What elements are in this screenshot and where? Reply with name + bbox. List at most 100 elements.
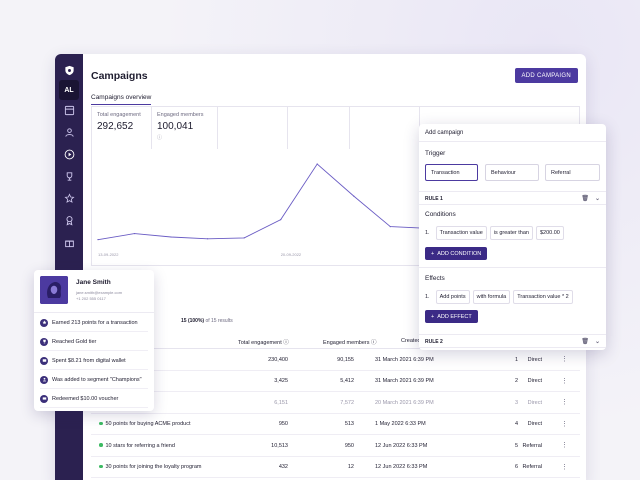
condition-value[interactable]: $200.00 [535, 226, 564, 240]
campaign-name[interactable]: 50 points for buying ACME product [99, 421, 191, 427]
divider [34, 312, 154, 313]
effect-action[interactable]: Add points [435, 290, 470, 304]
users-icon [40, 375, 48, 384]
condition-number: 1. [425, 230, 430, 236]
avatar [40, 276, 68, 304]
engagement-value: 432 [278, 464, 288, 470]
engagement-value: 950 [278, 421, 288, 427]
add-campaign-button[interactable]: ADD CAMPAIGN [514, 68, 578, 83]
engagement-value: 10,513 [271, 442, 288, 449]
members-value: 513 [344, 421, 354, 427]
effect-mode[interactable]: with formula [472, 290, 511, 304]
rule-2-label: RULE 2 [425, 339, 443, 345]
star-icon[interactable] [59, 188, 79, 208]
trigger-value: Direct [527, 378, 542, 384]
th-created-on[interactable]: Created o [401, 338, 426, 344]
members-value: 5,412 [340, 378, 354, 384]
data-point [280, 219, 282, 221]
condition-operator[interactable]: is greater than [489, 226, 533, 240]
more-icon[interactable]: ⋮ [561, 442, 568, 449]
activity-text: Was added to segment "Champions" [52, 376, 142, 383]
engagement-value: 230,400 [268, 356, 288, 363]
profile-phone: +1 202 555 0117 [76, 296, 106, 301]
star-icon [40, 318, 48, 327]
trigger-behaviour[interactable]: Behaviour [485, 164, 539, 181]
stat-value: 292,652 [97, 121, 134, 132]
engagement-value: 6,151 [274, 399, 288, 406]
x-tick-label: 13-09-2022 [98, 252, 119, 257]
user-avatar[interactable]: AL [59, 80, 79, 100]
stat-label: Engaged members [157, 112, 204, 118]
more-icon[interactable]: ⋮ [561, 463, 568, 471]
add-effect-button[interactable]: + ADD EFFECT [425, 310, 478, 323]
trash-icon[interactable]: 🗑 [581, 339, 589, 345]
trophy-icon[interactable] [59, 166, 79, 186]
priority-value: 4 [515, 421, 519, 427]
x-tick-label: 20-09-2022 [281, 252, 302, 257]
data-point [316, 163, 318, 165]
add-condition-button[interactable]: + ADD CONDITION [425, 247, 488, 260]
award-icon[interactable] [59, 210, 79, 230]
effects-label: Effects [425, 275, 445, 282]
more-icon[interactable]: ⋮ [561, 377, 568, 385]
priority-value: 1 [515, 356, 519, 363]
stat-empty [288, 107, 350, 149]
more-icon[interactable]: ⋮ [561, 399, 568, 406]
shield-icon[interactable] [59, 60, 79, 80]
campaign-name-text: 50 points for buying ACME product [105, 421, 191, 427]
effect-formula[interactable]: Transaction value * 2 [513, 290, 573, 304]
data-point [243, 237, 245, 239]
th-total-engagement[interactable]: Total engagement ⓘ [238, 340, 289, 346]
layout-icon[interactable] [59, 100, 79, 120]
info-icon[interactable]: ⓘ [157, 135, 163, 141]
trigger-transaction[interactable]: Transaction [425, 164, 478, 181]
activity-item: Reached Gold tier [40, 333, 148, 351]
plus-icon: + [431, 313, 435, 320]
created-value: 31 March 2021 6:39 PM [375, 378, 434, 384]
campaign-name[interactable]: 30 points for joining the loyalty progra… [99, 464, 202, 470]
add-campaign-panel: Add campaign Trigger Transaction Behavio… [419, 124, 606, 350]
profile-card: Jane Smith jane.smith@example.com +1 202… [34, 270, 154, 411]
more-icon[interactable]: ⋮ [561, 420, 568, 428]
created-value: 12 Jun 2022 6:33 PM [375, 442, 428, 449]
divider [419, 267, 606, 268]
activity-text: Redeemed $10.00 voucher [52, 395, 119, 402]
stat-label: Total engagement [97, 112, 141, 118]
plus-icon: + [431, 250, 435, 257]
results-summary: 15 (100%) of 15 results [181, 318, 233, 324]
condition-field[interactable]: Transaction value [435, 226, 487, 240]
chevron-down-icon[interactable]: ⌄ [594, 196, 600, 202]
table-row[interactable]: 50 points for buying ACME product 950 513 1… [91, 414, 580, 435]
th-engaged-members[interactable]: Engaged members ⓘ [323, 340, 377, 346]
trigger-referral[interactable]: Referral [545, 164, 600, 181]
activity-text: Earned 213 points for a transaction [52, 319, 138, 326]
data-point [389, 226, 391, 228]
campaign-name[interactable]: 10 stars for referring a friend [99, 443, 175, 449]
wallet-icon [40, 356, 48, 365]
trash-icon[interactable]: 🗑 [581, 196, 589, 202]
chevron-down-icon[interactable]: ⌄ [594, 339, 600, 345]
page-title: Campaigns [91, 70, 148, 82]
profile-name: Jane Smith [76, 279, 111, 286]
activity-item: Redeemed $10.00 voucher [40, 390, 148, 408]
trigger-value: Direct [527, 399, 542, 406]
data-point [170, 236, 172, 238]
play-icon[interactable] [59, 144, 79, 164]
status-dot [99, 421, 103, 426]
created-value: 20 March 2021 6:39 PM [375, 399, 434, 406]
more-icon[interactable]: ⋮ [561, 356, 568, 363]
table-row[interactable]: 10 stars for referring a friend 10,513 950… [91, 435, 580, 457]
trigger-value: Referral [522, 442, 542, 449]
created-value: 31 March 2021 6:39 PM [375, 356, 434, 363]
stat-empty [350, 107, 420, 149]
stat-engaged-members: Engaged members 100,041 ⓘ [152, 107, 218, 149]
gift-icon[interactable] [59, 232, 79, 252]
table-row[interactable]: 30 points for joining the loyalty progra… [91, 457, 580, 478]
activity-text: Reached Gold tier [52, 338, 97, 345]
users-icon[interactable] [59, 122, 79, 142]
tab-campaigns-overview[interactable]: Campaigns overview [91, 94, 152, 105]
